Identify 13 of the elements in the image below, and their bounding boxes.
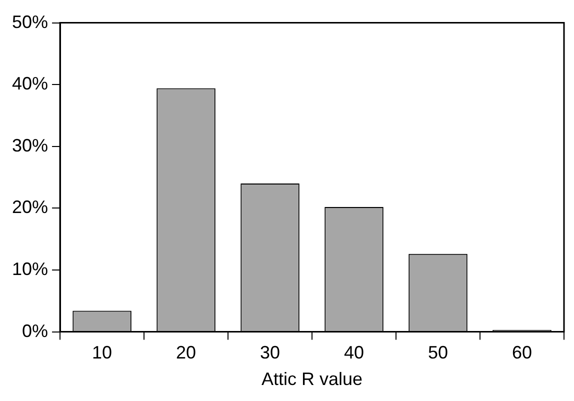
x-tick-label: 50 [428, 342, 448, 363]
x-tick-label: 40 [344, 342, 364, 363]
y-tick-label: 50% [12, 12, 48, 32]
y-tick-label: 0% [22, 320, 48, 341]
x-tick-label: 60 [512, 342, 532, 363]
y-tick-label: 40% [12, 74, 48, 94]
x-tick-label: 10 [92, 342, 112, 363]
x-axis-title: Attic R value [261, 369, 363, 390]
x-tick-label: 30 [260, 342, 280, 363]
y-tick-label: 20% [12, 197, 48, 218]
y-tick-label: 10% [12, 258, 48, 279]
x-tick-label: 20 [176, 342, 196, 363]
y-tick-label: 30% [12, 135, 48, 156]
